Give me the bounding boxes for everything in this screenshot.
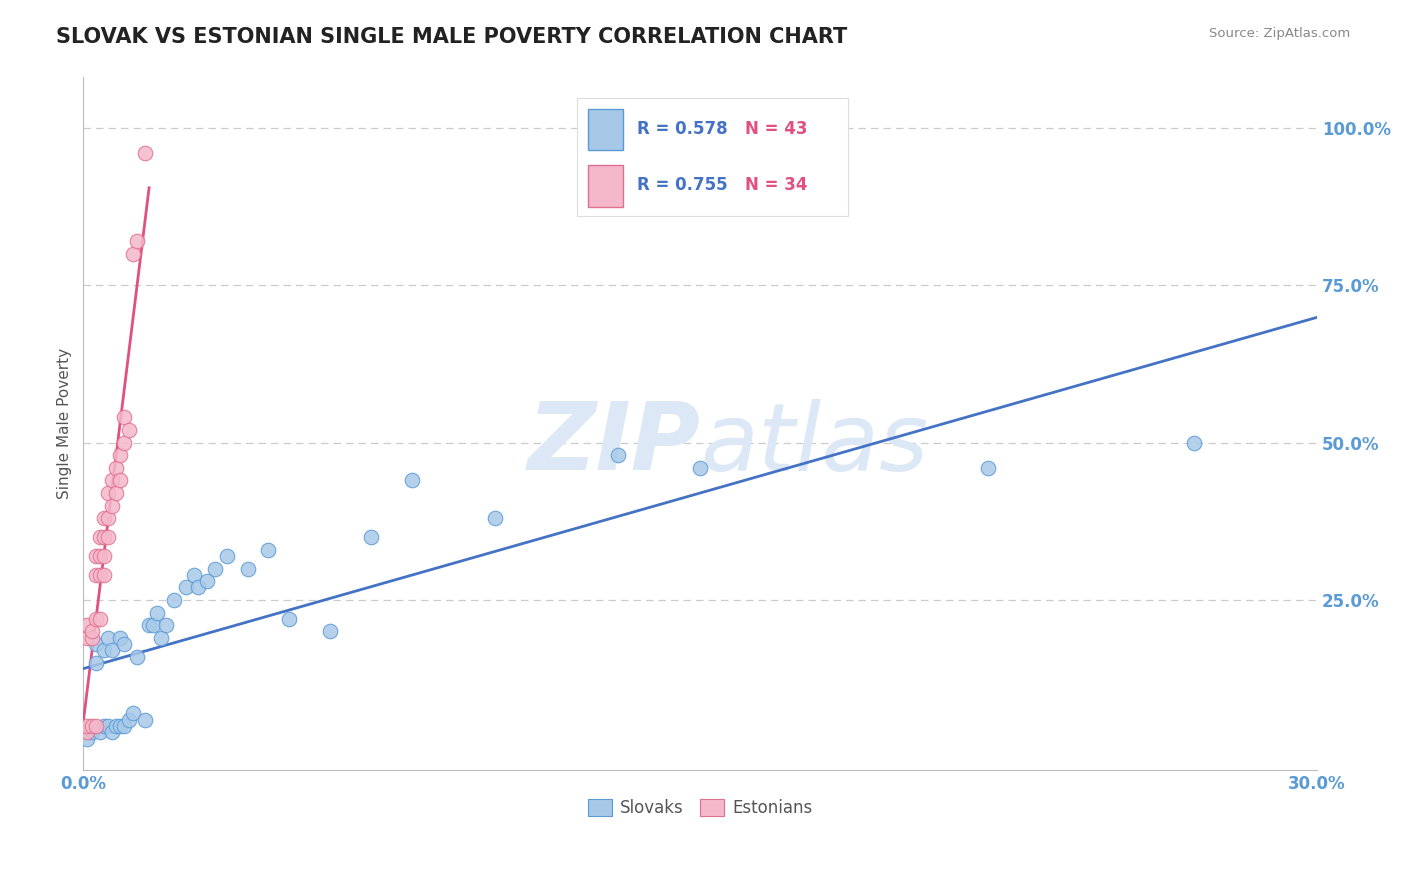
Point [217, 549, 239, 563]
Point [163, 593, 186, 607]
Point [112, 435, 135, 450]
Point [89, 549, 111, 563]
Point [112, 719, 135, 733]
Point [93, 643, 115, 657]
Point [76, 719, 98, 733]
Point [97, 631, 120, 645]
Point [101, 725, 124, 739]
Point [110, 719, 132, 733]
Point [93, 530, 115, 544]
Point [89, 612, 111, 626]
Point [401, 474, 423, 488]
Point [84, 567, 107, 582]
Point [84, 549, 107, 563]
Point [977, 460, 1000, 475]
Point [89, 725, 111, 739]
Point [125, 649, 148, 664]
Point [360, 530, 382, 544]
Point [174, 581, 197, 595]
Point [93, 719, 115, 733]
Point [110, 474, 132, 488]
Point [121, 246, 143, 260]
Point [101, 474, 124, 488]
Point [93, 567, 115, 582]
Point [76, 725, 98, 739]
Point [105, 719, 128, 733]
Point [80, 631, 103, 645]
Point [187, 581, 209, 595]
Point [484, 511, 506, 525]
Point [117, 713, 139, 727]
Text: Source: ZipAtlas.com: Source: ZipAtlas.com [1209, 27, 1350, 40]
Point [76, 631, 98, 645]
Point [84, 612, 107, 626]
Point [117, 423, 139, 437]
Point [101, 499, 124, 513]
Point [142, 618, 165, 632]
Point [80, 719, 103, 733]
Point [277, 612, 299, 626]
Point [319, 624, 342, 639]
Point [76, 731, 98, 746]
Point [80, 725, 103, 739]
Point [110, 448, 132, 462]
Point [97, 530, 120, 544]
Point [105, 486, 128, 500]
Point [84, 719, 107, 733]
Point [125, 234, 148, 248]
Point [110, 631, 132, 645]
Point [155, 618, 177, 632]
Point [146, 606, 169, 620]
Point [112, 410, 135, 425]
Point [195, 574, 218, 588]
Text: atlas: atlas [700, 399, 928, 490]
Point [257, 542, 280, 557]
Point [89, 567, 111, 582]
Point [134, 713, 156, 727]
Point [121, 706, 143, 721]
Point [84, 656, 107, 670]
Point [183, 567, 205, 582]
Point [134, 146, 156, 161]
Point [89, 530, 111, 544]
Y-axis label: Single Male Poverty: Single Male Poverty [58, 348, 72, 500]
Point [76, 618, 98, 632]
Point [93, 511, 115, 525]
Point [97, 719, 120, 733]
Point [97, 486, 120, 500]
Point [150, 631, 173, 645]
Text: SLOVAK VS ESTONIAN SINGLE MALE POVERTY CORRELATION CHART: SLOVAK VS ESTONIAN SINGLE MALE POVERTY C… [56, 27, 848, 46]
Text: ZIP: ZIP [527, 399, 700, 491]
Point [689, 460, 711, 475]
Point [101, 643, 124, 657]
Point [105, 460, 128, 475]
Point [204, 561, 226, 575]
Legend: Slovaks, Estonians: Slovaks, Estonians [582, 792, 818, 824]
Point [93, 549, 115, 563]
Point [138, 618, 160, 632]
Point [97, 511, 120, 525]
Point [236, 561, 259, 575]
Point [112, 637, 135, 651]
Point [80, 624, 103, 639]
Point [1182, 435, 1205, 450]
Point [84, 637, 107, 651]
Point [607, 448, 630, 462]
